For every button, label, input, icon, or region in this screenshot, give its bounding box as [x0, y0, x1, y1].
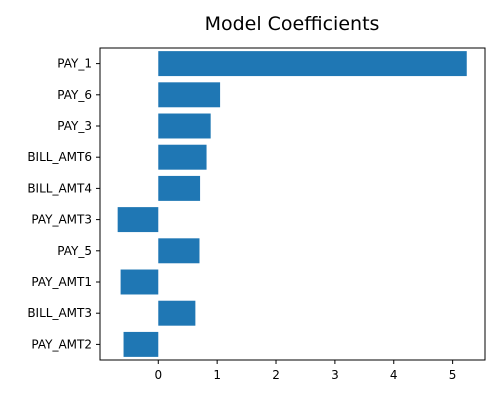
y-tick-label: PAY_5 — [57, 244, 92, 258]
bar-pay-amt1 — [120, 269, 159, 295]
bar-bill-amt6 — [158, 144, 207, 170]
y-tick-label: PAY_AMT1 — [31, 275, 92, 289]
bar-pay-6 — [158, 82, 221, 108]
y-tick-label: BILL_AMT4 — [27, 181, 92, 195]
bar-bill-amt3 — [158, 300, 196, 326]
bar-pay-amt3 — [117, 207, 159, 233]
x-axis: 0 1 2 3 4 5 — [154, 360, 456, 382]
chart-title: Model Coefficients — [205, 13, 380, 35]
y-tick-label: BILL_AMT6 — [27, 150, 92, 164]
bars-layer — [117, 51, 467, 357]
x-tick-label: 5 — [449, 368, 457, 382]
bar-pay-1 — [158, 51, 467, 77]
x-tick-label: 0 — [154, 368, 162, 382]
x-tick-label: 4 — [390, 368, 398, 382]
bar-pay-amt2 — [123, 331, 159, 357]
y-tick-label: PAY_AMT2 — [31, 337, 92, 351]
y-tick-label: PAY_AMT3 — [31, 213, 92, 227]
bar-pay-5 — [158, 238, 200, 264]
x-tick-label: 3 — [331, 368, 339, 382]
y-tick-label: PAY_3 — [57, 119, 92, 133]
y-tick-label: BILL_AMT3 — [27, 306, 92, 320]
x-tick-label: 1 — [213, 368, 221, 382]
y-tick-label: PAY_6 — [57, 88, 92, 102]
y-tick-label: PAY_1 — [57, 57, 92, 71]
bar-bill-amt4 — [158, 175, 201, 201]
y-axis: PAY_1 PAY_6 PAY_3 BILL_AMT6 BILL_AMT4 PAY_AMT… — [27, 57, 100, 351]
x-tick-label: 2 — [272, 368, 280, 382]
plot-frame — [99, 47, 486, 361]
bar-pay-3 — [158, 113, 211, 139]
